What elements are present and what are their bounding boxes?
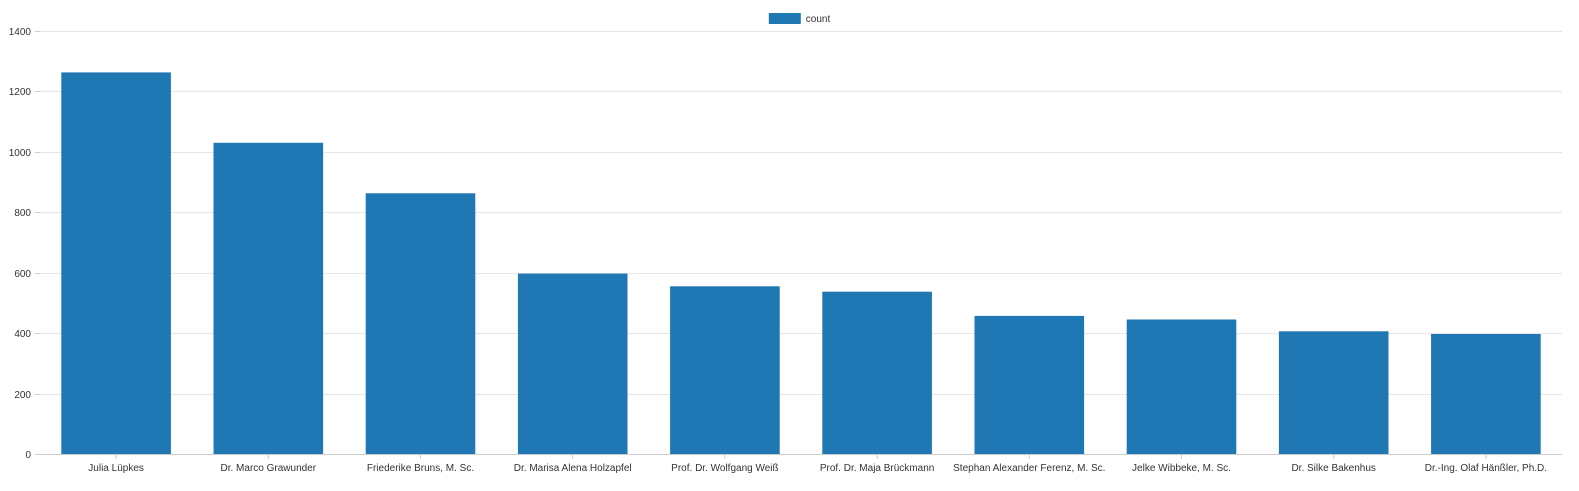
x-tick-label: Prof. Dr. Maja Brückmann — [820, 463, 934, 474]
legend[interactable]: count — [768, 13, 831, 25]
bar[interactable] — [974, 315, 1085, 454]
y-tick-label: 400 — [14, 329, 31, 340]
bar[interactable] — [213, 142, 324, 455]
bar[interactable] — [670, 286, 780, 454]
y-axis: 0 200 400 600 800 1000 1200 1400 — [9, 27, 40, 461]
bar[interactable] — [1278, 331, 1389, 454]
y-tick-label: 600 — [14, 269, 31, 280]
y-tick-label: 1400 — [9, 27, 32, 38]
legend-label: count — [806, 14, 831, 25]
x-tick-label: Prof. Dr. Wolfgang Weiß — [671, 463, 778, 474]
bar[interactable] — [365, 193, 476, 455]
bar[interactable] — [1126, 319, 1237, 455]
y-tick-label: 1000 — [9, 148, 32, 159]
bar[interactable] — [822, 291, 932, 454]
y-tick-label: 0 — [25, 450, 31, 461]
bar[interactable] — [517, 273, 628, 454]
bar[interactable] — [61, 72, 171, 455]
y-tick-label: 800 — [14, 208, 31, 219]
x-tick-label: Julia Lüpkes — [88, 463, 144, 474]
x-tick-label: Dr. Silke Bakenhus — [1291, 463, 1376, 474]
legend-swatch — [768, 13, 801, 24]
x-tick-label: Friederike Bruns, M. Sc. — [367, 463, 474, 474]
bar[interactable] — [1431, 334, 1541, 454]
x-tick-label: Dr.-Ing. Olaf Hänßler, Ph.D. — [1425, 463, 1547, 474]
y-tick-label: 1200 — [9, 87, 32, 98]
y-tick-label: 200 — [14, 390, 31, 401]
x-tick-label: Stephan Alexander Ferenz, M. Sc. — [953, 463, 1105, 474]
x-tick-label: Dr. Marisa Alena Holzapfel — [514, 463, 632, 474]
x-tick-label: Jelke Wibbeke, M. Sc. — [1132, 463, 1231, 474]
x-axis: Julia Lüpkes Dr. Marco Grawunder Friederik… — [88, 454, 1547, 474]
bars — [61, 72, 1541, 455]
x-tick-label: Dr. Marco Grawunder — [221, 463, 317, 474]
